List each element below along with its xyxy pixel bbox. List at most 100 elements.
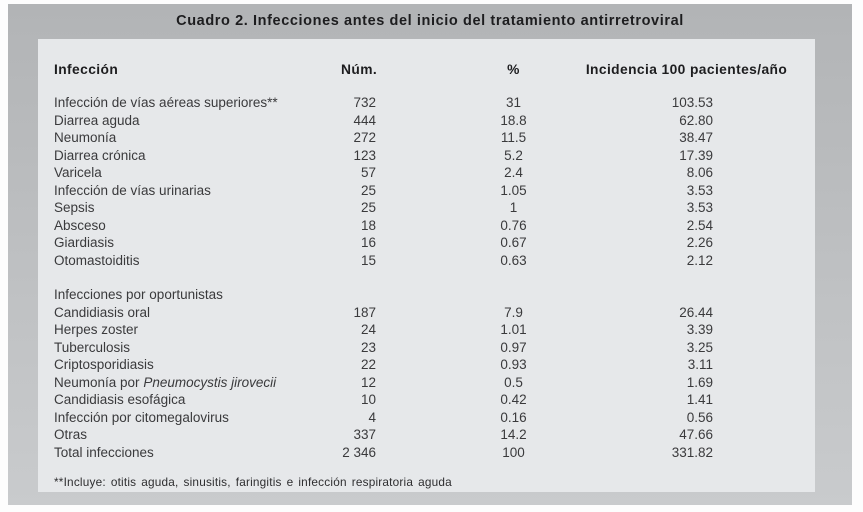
pct-cell: 2.4 bbox=[504, 165, 523, 180]
num-cell: 25 bbox=[360, 200, 376, 215]
num-cell: 2 346 bbox=[342, 444, 376, 460]
incidence-cell: 103.53 bbox=[671, 95, 713, 110]
infection-name: Diarrea aguda bbox=[54, 112, 140, 128]
pct-cell: 1 bbox=[509, 200, 518, 215]
infection-name-cell: Otras bbox=[54, 426, 341, 444]
num-cell: 25 bbox=[360, 182, 376, 198]
infection-name: Candidiasis oral bbox=[54, 304, 151, 320]
infection-name: Neumonía por bbox=[54, 374, 144, 390]
pct-cell: 0.63 bbox=[500, 252, 527, 268]
incidence-cell: 62.80 bbox=[679, 112, 713, 128]
opportunistic-infections-rows: Candidiasis oral 187 7.9 26.44 Herpes zo… bbox=[54, 304, 799, 462]
section-heading-row: Infecciones por oportunistas bbox=[54, 286, 799, 304]
incidence-cell: 38.47 bbox=[679, 130, 713, 145]
pct-cell: 0.16 bbox=[500, 409, 527, 425]
incidence-cell: 1.69 bbox=[686, 374, 713, 390]
num-cell: 732 bbox=[353, 95, 376, 110]
infection-name-cell: Otomastoiditis bbox=[54, 252, 341, 270]
infection-name: Infección de vías aéreas superiores** bbox=[54, 95, 278, 110]
infection-name: Candidiasis esofágica bbox=[54, 392, 186, 407]
infection-name-italic: Pneumocystis jirovecii bbox=[143, 374, 277, 390]
pct-cell: 0.67 bbox=[500, 235, 527, 250]
pct-cell: 18.8 bbox=[500, 112, 527, 128]
infection-name-cell: Sepsis bbox=[54, 199, 341, 217]
num-cell: 10 bbox=[360, 392, 376, 407]
incidence-cell: 8.06 bbox=[686, 165, 713, 180]
infection-name-cell: Candidiasis oral bbox=[54, 304, 341, 322]
pct-cell: 1.01 bbox=[500, 322, 527, 337]
table-row: Neumonía 272 11.5 38.47 bbox=[54, 129, 799, 147]
infection-name: Criptosporidiasis bbox=[54, 357, 154, 372]
num-cell: 337 bbox=[353, 427, 376, 442]
general-infections-rows: Infección de vías aéreas superiores** 73… bbox=[54, 94, 799, 269]
table-row: Infección de vías aéreas superiores** 73… bbox=[54, 94, 799, 112]
pct-cell: 0.5 bbox=[504, 374, 523, 390]
table-row: Varicela 57 2.4 8.06 bbox=[54, 164, 799, 182]
incidence-cell: 2.26 bbox=[686, 235, 713, 250]
section-heading: Infecciones por oportunistas bbox=[54, 287, 223, 302]
incidence-cell: 3.53 bbox=[686, 200, 713, 215]
infection-name: Varicela bbox=[54, 165, 102, 180]
infection-name: Neumonía bbox=[54, 130, 117, 145]
col-header-infection: Infección bbox=[54, 62, 119, 77]
table-row: Candidiasis oral 187 7.9 26.44 bbox=[54, 304, 799, 322]
infection-name-cell: Neumonía bbox=[54, 129, 341, 147]
num-cell: 123 bbox=[353, 147, 376, 163]
num-cell: 18 bbox=[360, 217, 376, 233]
table-row: Total infecciones 2 346 100 331.82 bbox=[54, 444, 799, 462]
num-cell: 272 bbox=[353, 130, 376, 145]
pct-cell: 0.93 bbox=[500, 357, 527, 372]
num-cell: 57 bbox=[360, 165, 376, 180]
table-figure: Cuadro 2. Infecciones antes del inicio d… bbox=[8, 4, 852, 505]
infection-name: Otras bbox=[54, 427, 88, 442]
infection-name-cell: Criptosporidiasis bbox=[54, 356, 341, 374]
table-row: Otras 337 14.2 47.66 bbox=[54, 426, 799, 444]
infection-name-cell: Diarrea aguda bbox=[54, 112, 341, 130]
table-panel: Infección Núm. % Incidencia 100 paciente… bbox=[38, 39, 815, 492]
num-cell: 4 bbox=[368, 409, 376, 425]
table-row: Neumonía por Pneumocystis jirovecii 12 0… bbox=[54, 374, 799, 392]
incidence-cell: 26.44 bbox=[679, 304, 713, 320]
pct-cell: 0.97 bbox=[500, 339, 527, 355]
table-header-row: Infección Núm. % Incidencia 100 paciente… bbox=[54, 61, 799, 94]
table-title: Cuadro 2. Infecciones antes del inicio d… bbox=[176, 13, 684, 29]
infection-name-cell: Neumonía por Pneumocystis jirovecii bbox=[54, 374, 341, 392]
infection-name-cell: Tuberculosis bbox=[54, 339, 341, 357]
pct-cell: 14.2 bbox=[500, 427, 527, 442]
table-row: Diarrea crónica 123 5.2 17.39 bbox=[54, 147, 799, 165]
infection-name-cell: Herpes zoster bbox=[54, 321, 341, 339]
table-row: Tuberculosis 23 0.97 3.25 bbox=[54, 339, 799, 357]
num-cell: 22 bbox=[360, 357, 376, 372]
infection-name-cell: Candidiasis esofágica bbox=[54, 391, 341, 409]
infection-name: Absceso bbox=[54, 217, 106, 233]
infection-name: Sepsis bbox=[54, 200, 95, 215]
infection-name-cell: Diarrea crónica bbox=[54, 147, 341, 165]
incidence-cell: 1.41 bbox=[686, 392, 713, 407]
table-row: Criptosporidiasis 22 0.93 3.11 bbox=[54, 356, 799, 374]
table-row: Infección de vías urinarias 25 1.05 3.53 bbox=[54, 182, 799, 200]
incidence-cell: 0.56 bbox=[686, 409, 713, 425]
infection-name: Infección por citomegalovirus bbox=[54, 409, 229, 425]
pct-cell: 7.9 bbox=[504, 304, 523, 320]
col-header-num: Núm. bbox=[341, 62, 378, 77]
num-cell: 187 bbox=[353, 304, 376, 320]
infection-name: Herpes zoster bbox=[54, 322, 139, 337]
infection-name-cell: Infección por citomegalovirus bbox=[54, 409, 341, 427]
col-header-pct: % bbox=[507, 62, 520, 77]
pct-cell: 31 bbox=[505, 95, 522, 110]
table-row: Herpes zoster 24 1.01 3.39 bbox=[54, 321, 799, 339]
infections-table: Infección Núm. % Incidencia 100 paciente… bbox=[54, 61, 799, 461]
infection-name-cell: Infección de vías urinarias bbox=[54, 182, 341, 200]
table-row: Infección por citomegalovirus 4 0.16 0.5… bbox=[54, 409, 799, 427]
pct-cell: 0.76 bbox=[500, 217, 527, 233]
col-header-incidence: Incidencia 100 pacientes/año bbox=[585, 62, 788, 77]
infection-name: Otomastoiditis bbox=[54, 252, 140, 268]
num-cell: 15 bbox=[360, 252, 376, 268]
pct-cell: 1.05 bbox=[500, 182, 527, 198]
blank-spacer-row bbox=[54, 269, 799, 286]
infection-name-cell: Absceso bbox=[54, 217, 341, 235]
table-row: Giardiasis 16 0.67 2.26 bbox=[54, 234, 799, 252]
infection-name: Total infecciones bbox=[54, 444, 154, 460]
incidence-cell: 3.11 bbox=[687, 357, 713, 372]
incidence-cell: 2.54 bbox=[686, 217, 713, 233]
